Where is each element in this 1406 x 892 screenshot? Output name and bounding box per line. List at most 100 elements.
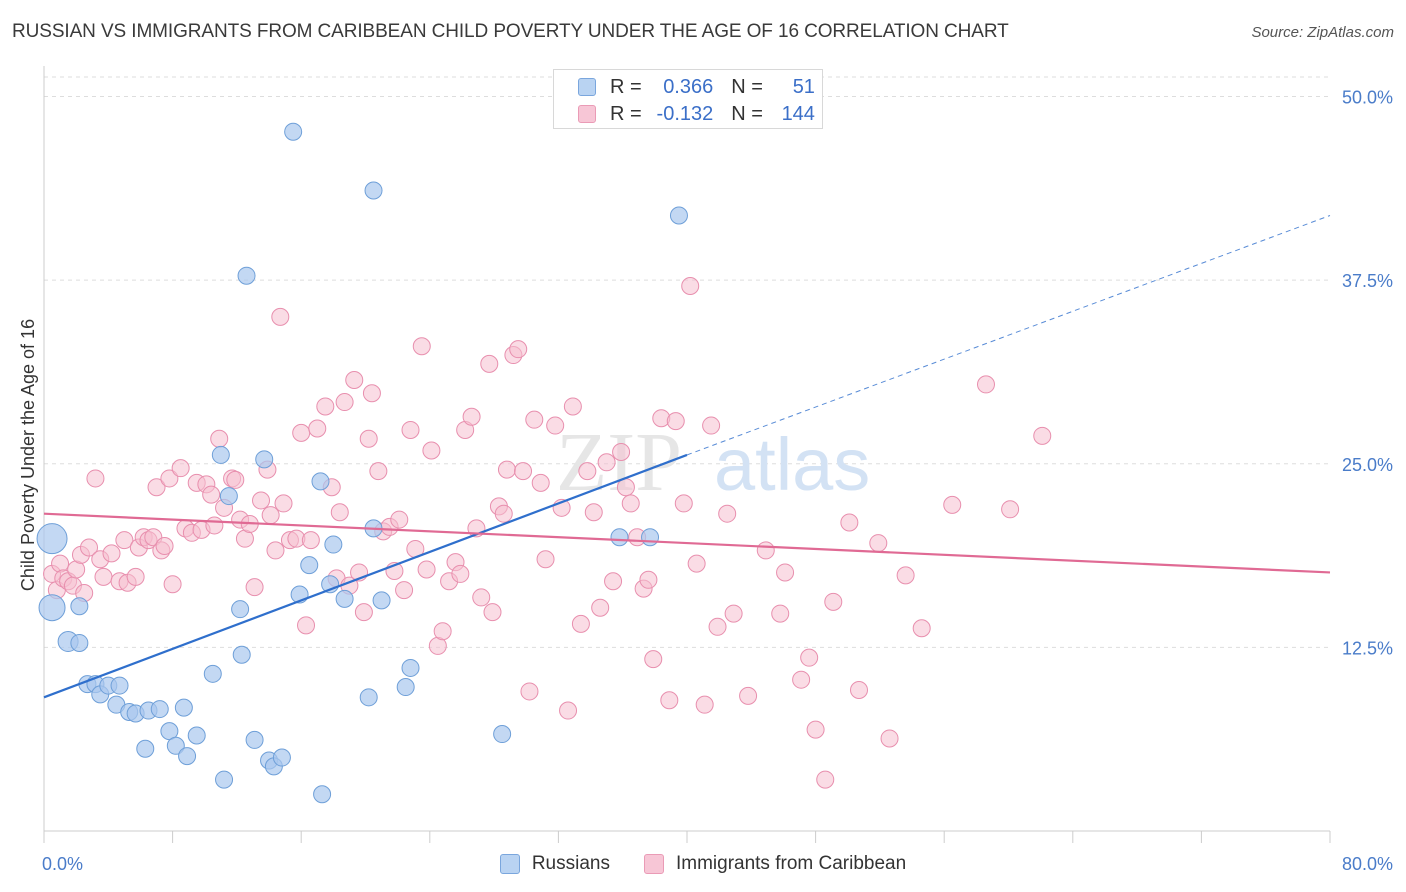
russian-point bbox=[245, 730, 264, 749]
russian-point bbox=[150, 700, 169, 719]
caribbean-point bbox=[94, 567, 113, 586]
caribbean-point bbox=[816, 770, 835, 789]
russian-point bbox=[36, 523, 68, 555]
caribbean-point bbox=[362, 384, 381, 403]
caribbean-point bbox=[316, 397, 335, 416]
caribbean-point bbox=[559, 701, 578, 720]
caribbean-point bbox=[412, 337, 431, 356]
legend-row-russians: R = 0.366 N = 51 bbox=[578, 74, 815, 100]
caribbean-point bbox=[584, 503, 603, 522]
caribbean-point bbox=[115, 531, 134, 550]
watermark-atlas: atlas bbox=[714, 423, 870, 506]
legend-n-label: N = bbox=[731, 75, 763, 98]
caribbean-points bbox=[43, 277, 1052, 789]
caribbean-point bbox=[695, 695, 714, 714]
caribbean-point bbox=[171, 459, 190, 478]
russian-point bbox=[284, 122, 303, 141]
caribbean-point bbox=[850, 680, 869, 699]
y-tick-label: 25.0% bbox=[1342, 455, 1393, 475]
legend-swatch-blue bbox=[578, 78, 596, 96]
caribbean-point bbox=[520, 682, 539, 701]
caribbean-point bbox=[604, 572, 623, 591]
russians-trend-extension bbox=[686, 215, 1331, 456]
caribbean-point bbox=[160, 469, 179, 488]
russian-point bbox=[136, 739, 155, 758]
caribbean-point bbox=[266, 541, 285, 560]
russian-point bbox=[610, 528, 629, 547]
caribbean-point bbox=[666, 412, 685, 431]
caribbean-point bbox=[395, 581, 414, 600]
caribbean-point bbox=[292, 423, 311, 442]
caribbean-point bbox=[252, 491, 271, 510]
caribbean-point bbox=[824, 592, 843, 611]
caribbean-point bbox=[417, 560, 436, 579]
caribbean-point bbox=[301, 531, 320, 550]
caribbean-point bbox=[840, 513, 859, 532]
russian-point bbox=[272, 748, 291, 767]
caribbean-point bbox=[896, 566, 915, 585]
caribbean-point bbox=[335, 393, 354, 412]
russian-point bbox=[300, 556, 319, 575]
watermark-zip: ZIP bbox=[556, 416, 682, 509]
russian-point bbox=[219, 487, 238, 506]
legend-r-value: -0.132 bbox=[656, 102, 714, 125]
caribbean-trend-line bbox=[43, 512, 1331, 574]
caribbean-point bbox=[792, 670, 811, 689]
caribbean-point bbox=[205, 516, 224, 535]
caribbean-point bbox=[433, 622, 452, 641]
caribbean-point bbox=[497, 460, 516, 479]
caribbean-point bbox=[369, 462, 388, 481]
caribbean-point bbox=[102, 544, 121, 563]
russian-point bbox=[203, 664, 222, 683]
caribbean-label: Immigrants from Caribbean bbox=[675, 853, 907, 874]
russian-point bbox=[237, 266, 256, 285]
russian-point bbox=[215, 770, 234, 789]
x-tick-label-max: 80.0% bbox=[1342, 854, 1393, 874]
russian-point bbox=[396, 678, 415, 697]
caribbean-point bbox=[724, 604, 743, 623]
caribbean-point bbox=[462, 407, 481, 426]
caribbean-point bbox=[546, 416, 565, 435]
russian-point bbox=[110, 676, 129, 695]
caribbean-point bbox=[718, 504, 737, 523]
caribbean-point bbox=[869, 534, 888, 553]
legend-row-caribbean: R = -0.132 N = 144 bbox=[578, 101, 815, 127]
caribbean-point bbox=[621, 494, 640, 513]
russian-point bbox=[174, 698, 193, 717]
caribbean-point bbox=[359, 429, 378, 448]
russians-swatch bbox=[499, 854, 520, 874]
caribbean-point bbox=[147, 478, 166, 497]
caribbean-point bbox=[571, 614, 590, 633]
caribbean-point bbox=[776, 563, 795, 582]
russian-point bbox=[324, 535, 343, 554]
legend-item-caribbean: Immigrants from Caribbean bbox=[643, 853, 907, 875]
caribbean-point bbox=[472, 588, 491, 607]
caribbean-point bbox=[80, 538, 99, 557]
caribbean-point bbox=[681, 277, 700, 296]
caribbean-point bbox=[494, 504, 513, 523]
legend-n-label: N = bbox=[731, 102, 763, 125]
caribbean-point bbox=[525, 410, 544, 429]
russian-point bbox=[178, 747, 197, 766]
caribbean-point bbox=[943, 495, 962, 514]
caribbean-point bbox=[451, 564, 470, 583]
chart-title: RUSSIAN VS IMMIGRANTS FROM CARIBBEAN CHI… bbox=[12, 21, 1009, 42]
caribbean-point bbox=[880, 729, 899, 748]
legend-r-label: R = bbox=[610, 75, 642, 98]
caribbean-point bbox=[976, 375, 995, 394]
russian-point bbox=[70, 633, 89, 652]
caribbean-point bbox=[422, 441, 441, 460]
legend-n-value: 51 bbox=[792, 75, 815, 98]
caribbean-point bbox=[652, 409, 671, 428]
caribbean-point bbox=[739, 686, 758, 705]
russian-point bbox=[255, 450, 274, 469]
russian-point bbox=[211, 445, 230, 464]
caribbean-point bbox=[480, 354, 499, 373]
caribbean-point bbox=[261, 506, 280, 525]
russian-point bbox=[493, 725, 512, 744]
y-tick-label: 50.0% bbox=[1342, 88, 1393, 108]
caribbean-point bbox=[771, 604, 790, 623]
gridlines bbox=[44, 76, 1330, 648]
russian-point bbox=[232, 645, 251, 664]
